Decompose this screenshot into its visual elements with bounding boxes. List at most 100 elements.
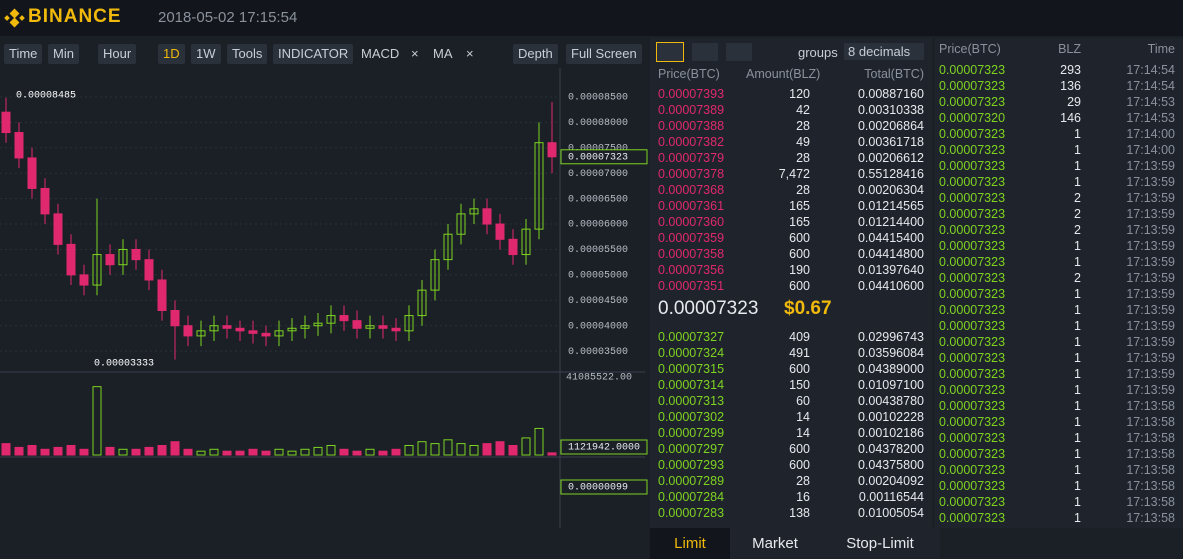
ask-cell: 600: [789, 279, 810, 293]
trade-cell: 0.00007323: [939, 191, 1006, 205]
view-toggle[interactable]: [656, 42, 684, 62]
macd-label-box: [560, 479, 648, 495]
trade-cell: 0.00007323: [939, 399, 1006, 413]
toolbar-button[interactable]: 1W: [191, 44, 221, 64]
volume-bar: [417, 441, 427, 456]
ask-cell: 0.00007356: [658, 263, 725, 277]
toolbar-button[interactable]: ×: [466, 46, 474, 61]
trade-cell: 2: [1074, 191, 1081, 205]
candle-body: [209, 325, 219, 332]
ask-cell: 120: [789, 87, 810, 101]
trade-cell: 136: [1060, 79, 1081, 93]
ask-cell: 0.00007361: [658, 199, 725, 213]
bid-cell: 0.00007313: [658, 394, 725, 408]
candle-body: [131, 248, 141, 261]
volume-bar: [118, 448, 128, 456]
volume-bar: [274, 448, 284, 456]
ask-cell: 0.00007393: [658, 87, 725, 101]
volume-bar: [287, 450, 297, 456]
trade-cell: 2: [1074, 207, 1081, 221]
candle-body: [40, 187, 50, 215]
trade-cell: 1: [1074, 239, 1081, 253]
trade-cell: 1: [1074, 479, 1081, 493]
candle-body: [27, 157, 37, 189]
ask-cell: 0.01397640: [857, 263, 924, 277]
ask-cell: 0.04415400: [857, 231, 924, 245]
volume-bar: [235, 450, 245, 456]
order-tab[interactable]: Market: [730, 528, 820, 559]
trade-cell: 1: [1074, 255, 1081, 269]
ask-cell: 0.00007382: [658, 135, 725, 149]
candle-body: [53, 213, 63, 245]
trade-cell: 17:13:59: [1126, 239, 1175, 253]
volume-bar: [209, 448, 219, 456]
bid-cell: 0.01097100: [857, 378, 924, 392]
bid-cell: 0.02996743: [857, 330, 924, 344]
bid-cell: 0.00102186: [857, 426, 924, 440]
bid-cell: 0.01005054: [857, 506, 924, 520]
toolbar-button[interactable]: Time: [4, 44, 43, 64]
trade-cell: 2: [1074, 271, 1081, 285]
ask-cell: 49: [796, 135, 810, 149]
toolbar-button[interactable]: MA: [433, 46, 453, 61]
high-annotation: 0.00008485: [16, 90, 76, 101]
toolbar-button[interactable]: ×: [411, 46, 419, 61]
last-price: 0.00007323: [658, 298, 759, 319]
view-toggle[interactable]: [692, 43, 718, 61]
volume-bar: [79, 448, 89, 456]
candle-body: [105, 254, 115, 266]
order-tab[interactable]: Limit: [650, 528, 730, 559]
toolbar-button[interactable]: 1D: [158, 44, 185, 64]
trade-cell: 1: [1074, 335, 1081, 349]
order-tab[interactable]: Stop-Limit: [820, 528, 940, 559]
trade-cell: 17:13:59: [1126, 303, 1175, 317]
ask-cell: 0.01214400: [857, 215, 924, 229]
trade-cell: 0.00007323: [939, 335, 1006, 349]
view-toggle[interactable]: [726, 43, 752, 61]
candle-body: [92, 254, 102, 286]
ask-cell: 0.00007351: [658, 279, 725, 293]
candle-body: [482, 208, 492, 225]
toolbar-button[interactable]: Full Screen: [566, 44, 642, 64]
candle-body: [456, 213, 466, 235]
bid-cell: 138: [789, 506, 810, 520]
ask-cell: 0.00007388: [658, 119, 725, 133]
trade-cell: 17:13:58: [1126, 447, 1175, 461]
candle-body: [417, 289, 427, 317]
logo[interactable]: BINANCE: [28, 6, 122, 27]
bid-cell: 0.00007293: [658, 458, 725, 472]
toolbar-button[interactable]: Min: [48, 44, 79, 64]
trade-cell: 0.00007323: [939, 63, 1006, 77]
volume-bar: [456, 443, 466, 456]
ask-cell: 600: [789, 247, 810, 261]
bid-cell: 0.00007324: [658, 346, 725, 360]
y-tick-label: 0.00008000: [568, 118, 628, 129]
bid-cell: 0.04375800: [857, 458, 924, 472]
ask-cell: 28: [796, 183, 810, 197]
candle-body: [404, 315, 414, 332]
toolbar-button[interactable]: Depth: [513, 44, 558, 64]
candle-body: [196, 330, 206, 337]
trade-cell: 0.00007323: [939, 511, 1006, 525]
toolbar-button[interactable]: INDICATOR: [273, 44, 354, 64]
decimals-select[interactable]: 8 decimals: [844, 43, 924, 60]
trade-cell: 0.00007323: [939, 223, 1006, 237]
volume-bar: [365, 448, 375, 456]
toolbar-button[interactable]: MACD: [361, 46, 400, 61]
ask-cell: 0.00007389: [658, 103, 725, 117]
toolbar-button[interactable]: Hour: [98, 44, 137, 64]
bid-cell: 0.04389000: [857, 362, 924, 376]
trade-cell: 17:13:58: [1126, 511, 1175, 525]
trade-cell: 1: [1074, 463, 1081, 477]
trade-cell: 1: [1074, 511, 1081, 525]
bid-cell: 600: [789, 458, 810, 472]
toolbar-button[interactable]: Tools: [227, 44, 268, 64]
trade-cell: 17:13:59: [1126, 287, 1175, 301]
candle-body: [274, 330, 284, 337]
trade-cell: 0.00007323: [939, 79, 1006, 93]
trade-cell: 146: [1060, 111, 1081, 125]
volume-bar: [14, 446, 24, 456]
ask-cell: 0.04414800: [857, 247, 924, 261]
ask-cell: 165: [789, 215, 810, 229]
